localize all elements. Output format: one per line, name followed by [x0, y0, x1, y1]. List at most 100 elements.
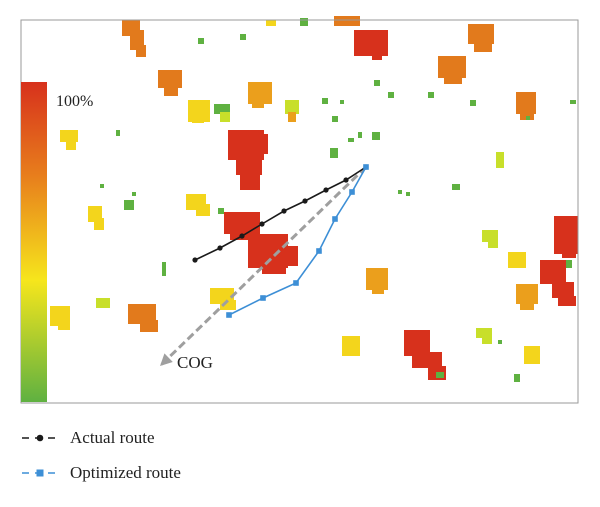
probability-cell — [366, 268, 388, 290]
probability-cell — [286, 246, 298, 266]
probability-cell — [256, 134, 268, 154]
cog-arrow — [158, 165, 368, 368]
actual-route-point — [239, 233, 245, 239]
probability-cell — [476, 328, 492, 338]
optimized-route — [226, 164, 369, 318]
probability-cell — [482, 336, 492, 344]
probability-cell — [570, 100, 576, 104]
probability-cell — [520, 302, 534, 310]
probability-cell — [470, 100, 476, 106]
probability-cell — [330, 148, 338, 158]
optimized-route-point — [316, 248, 322, 254]
actual-route-point — [192, 257, 198, 263]
optimized-route-point — [363, 164, 369, 170]
cog-arrow-head — [160, 353, 173, 366]
probability-cell — [452, 184, 460, 190]
optimized-route-point — [332, 216, 338, 222]
probability-cell — [158, 70, 182, 88]
probability-cell — [128, 304, 156, 324]
probability-cell — [214, 104, 230, 114]
probability-cell — [398, 190, 402, 194]
legend-optimized: Optimized route — [20, 461, 181, 485]
actual-route-point — [217, 245, 223, 251]
probability-cell — [354, 30, 388, 56]
probability-cell — [124, 200, 134, 210]
probability-cell — [218, 208, 224, 214]
probability-cell — [436, 372, 444, 378]
probability-cell — [58, 320, 70, 330]
cog-label: COG — [177, 353, 213, 372]
probability-cell — [412, 352, 442, 368]
probability-cell — [468, 24, 494, 44]
probability-cell — [322, 98, 328, 104]
probability-cell — [136, 45, 146, 57]
probability-cell — [562, 250, 576, 258]
probability-cell — [300, 18, 308, 26]
probability-cell — [198, 38, 204, 44]
actual-route-swatch — [22, 434, 58, 442]
probability-cell — [220, 112, 230, 122]
probability-cell — [558, 296, 576, 306]
probability-cell — [196, 204, 210, 216]
probability-cell — [358, 132, 362, 138]
probability-cell — [162, 262, 166, 276]
probability-cell — [288, 112, 296, 122]
probability-cell — [266, 20, 276, 26]
probability-cell — [540, 260, 566, 284]
probability-cell — [285, 100, 299, 114]
optimized-route-point — [349, 189, 355, 195]
actual-route-point — [302, 198, 308, 204]
probability-cell — [224, 212, 260, 234]
probability-cell — [520, 110, 534, 120]
probability-cell — [554, 216, 578, 254]
probability-cell — [116, 130, 120, 136]
actual-route-point — [323, 187, 329, 193]
probability-cell — [516, 92, 536, 114]
probability-cell — [524, 346, 540, 364]
actual-route-label: Actual route — [70, 428, 155, 447]
optimized-route-label: Optimized route — [70, 463, 181, 482]
actual-route-point — [259, 221, 265, 227]
probability-cell — [498, 340, 502, 344]
actual-route-point — [343, 177, 349, 183]
colorbar — [21, 82, 47, 402]
probability-cell — [192, 115, 204, 123]
optimized-route-point — [293, 280, 299, 286]
probability-cell — [474, 40, 492, 52]
probability-cell — [94, 218, 104, 230]
probability-cell — [552, 282, 574, 298]
probability-cell — [240, 172, 260, 190]
probability-cell — [132, 192, 136, 196]
probability-cell — [516, 284, 538, 304]
probability-cell — [406, 192, 410, 196]
probability-cell — [342, 336, 360, 356]
probability-cell — [164, 84, 178, 96]
optimized-route-point — [260, 295, 266, 301]
probability-cell — [100, 184, 104, 188]
probability-cell — [508, 252, 526, 268]
map-frame — [20, 19, 579, 404]
probability-cell — [240, 34, 246, 40]
probability-cell — [220, 300, 236, 310]
probability-cell — [514, 374, 520, 382]
probability-cell — [566, 260, 572, 268]
probability-cell — [140, 320, 158, 332]
probability-cell — [372, 286, 384, 294]
probability-cell — [66, 140, 76, 150]
probability-cell — [488, 240, 498, 248]
probability-cell — [60, 130, 78, 142]
probability-cell — [96, 298, 110, 308]
probability-cell — [526, 116, 530, 120]
probability-cell — [334, 16, 360, 26]
probability-cell — [372, 132, 380, 140]
probability-cell — [236, 155, 262, 175]
colorbar-max-label: 100% — [56, 93, 93, 110]
probability-cell — [332, 116, 338, 122]
legend-actual: Actual route — [20, 426, 155, 450]
probability-cell — [340, 100, 344, 104]
probability-cell — [496, 152, 504, 168]
probability-cells — [50, 16, 578, 382]
probability-cell — [252, 98, 264, 108]
optimized-route-swatch — [22, 469, 58, 477]
probability-cell — [482, 230, 498, 242]
